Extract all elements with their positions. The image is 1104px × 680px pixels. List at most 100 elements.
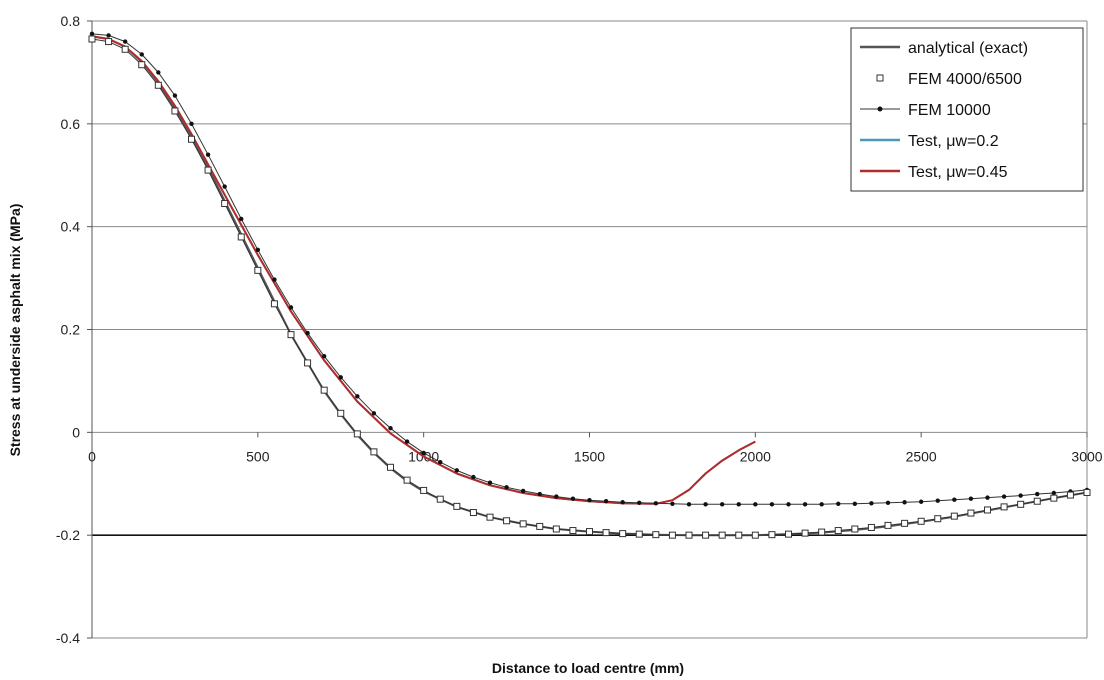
fem-4000-point — [154, 81, 162, 89]
fem-4000-point — [436, 495, 444, 503]
fem-4000-point — [469, 509, 477, 517]
fem-10000-point — [454, 468, 460, 473]
fem-10000-point — [603, 499, 609, 504]
fem-4000-point — [88, 35, 96, 43]
legend-label: analytical (exact) — [908, 40, 1028, 57]
fem-4000-point — [237, 233, 245, 241]
y-tick-label: 0.8 — [61, 13, 81, 29]
y-tick-label: 0.2 — [61, 322, 81, 338]
series-line-4 — [91, 35, 756, 505]
fem-10000-point — [205, 152, 211, 157]
y-tick-label: -0.2 — [56, 527, 80, 543]
fem-10000-point — [371, 411, 377, 416]
fem-4000-point — [685, 531, 693, 539]
fem-4000-point — [917, 517, 925, 525]
fem-10000-point — [438, 459, 443, 465]
fem-10000-point — [836, 501, 841, 507]
fem-10000-point — [1018, 493, 1023, 498]
fem-10000-point — [1051, 490, 1057, 496]
fem-4000-point — [785, 530, 792, 538]
x-tick-label: 500 — [246, 448, 270, 464]
fem-4000-point — [353, 430, 361, 438]
fem-10000-point — [935, 498, 940, 503]
fem-4000-point — [1000, 503, 1008, 511]
x-tick-label: 2500 — [906, 448, 937, 464]
fem-4000-point — [204, 166, 212, 174]
fem-4000-point — [138, 61, 146, 69]
fem-4000-point — [1017, 500, 1025, 508]
fem-10000-point — [852, 501, 858, 507]
fem-4000-point — [619, 530, 627, 538]
fem-10000-point — [156, 70, 161, 75]
y-tick-label: -0.4 — [56, 630, 80, 646]
fem-4000-point — [337, 409, 345, 417]
fem-4000-point — [652, 531, 660, 539]
fem-4000-point — [453, 502, 461, 510]
fem-4000-point — [818, 528, 826, 536]
fem-4000-point — [420, 486, 428, 494]
fem-10000-point — [189, 121, 194, 127]
fem-4000-point — [304, 359, 312, 367]
fem-10000-point — [736, 502, 741, 507]
x-axis-title: Distance to load centre (mm) — [492, 660, 684, 676]
fem-10000-point — [670, 501, 675, 507]
x-tick-label: 2000 — [740, 448, 771, 464]
fem-4000-point — [884, 521, 892, 529]
fem-10000-point — [570, 496, 576, 501]
fem-4000-point — [851, 525, 859, 533]
fem-4000-point — [536, 522, 544, 530]
fem-4000-point — [718, 531, 726, 539]
fem-4000-point — [768, 531, 776, 539]
fem-4000-point — [320, 386, 328, 394]
x-tick-label: 1500 — [574, 448, 605, 464]
fem-4000-point — [834, 527, 842, 535]
fem-10000-point — [719, 502, 725, 507]
fem-10000-point — [338, 375, 343, 380]
fem-10000-point — [703, 502, 708, 507]
fem-4000-point — [287, 331, 295, 339]
fem-10000-point — [753, 502, 758, 507]
fem-10000-point — [1001, 494, 1007, 499]
fem-10000-point — [222, 184, 227, 189]
fem-10000-point — [106, 33, 111, 38]
fem-4000-point — [1066, 491, 1074, 499]
fem-4000-point — [984, 506, 991, 514]
fem-10000-point — [968, 496, 974, 501]
y-tick-label: 0 — [72, 424, 80, 440]
fem-4000-point — [387, 463, 394, 471]
y-axis-title: Stress at underside asphalt mix (MPa) — [7, 204, 23, 457]
fem-10000-point — [504, 485, 509, 490]
fem-10000-point — [139, 52, 144, 57]
legend-square-marker — [876, 74, 884, 82]
x-tick-label: 3000 — [1071, 448, 1102, 464]
fem-4000-point — [1083, 488, 1091, 496]
fem-4000-point — [1050, 494, 1058, 502]
fem-10000-point — [686, 502, 692, 507]
fem-10000-point — [89, 31, 95, 37]
fem-4000-point — [569, 527, 577, 535]
fem-10000-point — [985, 495, 990, 500]
fem-4000-point — [934, 515, 942, 523]
fem-10000-point — [520, 488, 526, 494]
fem-4000-point — [801, 529, 809, 537]
fem-4000-point — [486, 513, 494, 521]
fem-4000-point — [751, 531, 759, 539]
fem-4000-point — [735, 531, 743, 539]
axis-ticks: 0.80.60.40.20-0.2-0.40 500 1000 1500 2000 250… — [56, 13, 1103, 646]
fem-4000-point — [370, 448, 378, 456]
legend: analytical (exact) FEM 4000/6500 FEM 10000… — [850, 27, 1084, 192]
fem-10000-point — [885, 500, 891, 505]
fem-10000-point — [653, 501, 659, 506]
fem-4000-point — [1033, 497, 1041, 505]
fem-10000-point — [587, 498, 592, 503]
fem-10000-point — [802, 502, 808, 507]
y-tick-label: 0.6 — [61, 116, 81, 132]
fem-4000-point — [668, 531, 676, 539]
fem-10000-point — [554, 494, 559, 499]
series-layer — [88, 31, 1091, 539]
fem-10000-point — [819, 502, 824, 507]
fem-10000-point — [239, 216, 244, 222]
fem-4000-point — [121, 45, 129, 53]
fem-10000-point — [122, 39, 128, 44]
